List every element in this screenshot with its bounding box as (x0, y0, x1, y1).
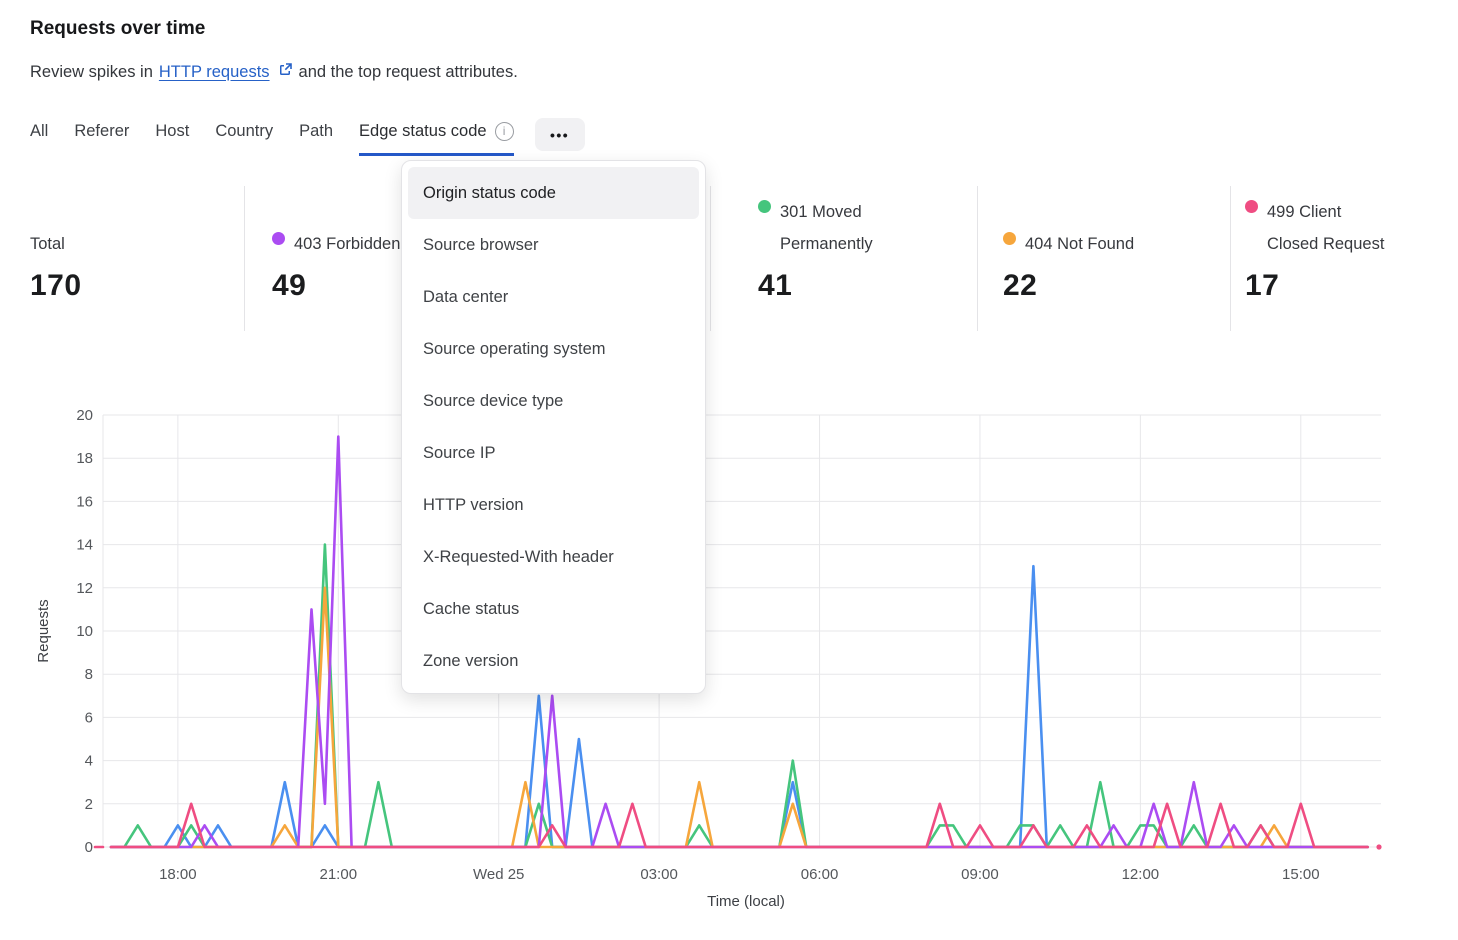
attribute-tabs: All Referer Host Country Path Edge statu… (30, 118, 585, 156)
y-tick-label: 0 (85, 839, 93, 856)
legend-dot-icon (272, 231, 285, 245)
requests-line-chart: 0 2 4 6 8 10 12 14 16 18 20 18:00 21:00 Wed 25 03:00 06… (35, 407, 1382, 910)
stat-value: 22 (1003, 269, 1038, 302)
tab-all[interactable]: All (30, 122, 49, 140)
menu-item-origin-status-code[interactable]: Origin status code (408, 167, 699, 219)
subtitle: Review spikes in HTTP requests and the t… (30, 62, 518, 82)
y-tick-label: 8 (85, 666, 93, 683)
menu-item-http-version[interactable]: HTTP version (423, 495, 524, 514)
stat-divider (710, 186, 711, 331)
menu-item-source-device-type[interactable]: Source device type (423, 391, 564, 410)
tab-edge-status-code[interactable]: Edge status code i (359, 118, 514, 156)
legend-dot-icon (758, 199, 771, 213)
http-requests-link[interactable]: HTTP requests (158, 62, 270, 81)
more-tabs-button[interactable]: ••• (534, 118, 585, 151)
y-tick-label: 6 (85, 709, 93, 726)
x-tick-label: 21:00 (320, 866, 358, 883)
x-tick-label: Wed 25 (473, 866, 524, 883)
stat-block: 403 Forbidden 49 (272, 186, 462, 303)
x-tick-label: 15:00 (1282, 866, 1320, 883)
y-tick-label: 14 (76, 537, 93, 554)
legend-dot-icon (1245, 199, 1258, 213)
y-axis-title: Requests (35, 599, 52, 662)
stat-block: 499 Client Closed Request 17 (1245, 186, 1435, 303)
external-link-icon (278, 62, 293, 82)
stat-value: 17 (1245, 269, 1280, 302)
x-axis-title: Time (local) (707, 893, 785, 910)
x-tick-label: 18:00 (159, 866, 197, 883)
subtitle-prefix: Review spikes in (30, 62, 153, 81)
stat-divider (977, 186, 978, 331)
menu-item-zone-version[interactable]: Zone version (423, 651, 519, 670)
y-tick-label: 10 (76, 623, 93, 640)
stat-label: 404 Not Found (1025, 234, 1135, 253)
menu-item-x-requested-with-header[interactable]: X-Requested-With header (423, 547, 614, 566)
series-end-dot (1376, 844, 1382, 850)
stat-block: 301 Moved Permanently 41 (758, 186, 948, 303)
legend-dot-icon (1003, 231, 1016, 245)
x-tick-label: 06:00 (801, 866, 839, 883)
y-tick-label: 18 (76, 450, 93, 467)
series-line (109, 435, 1369, 849)
x-tick-label: 12:00 (1122, 866, 1160, 883)
stat-divider (244, 186, 245, 331)
subtitle-suffix: and the top request attributes. (298, 62, 518, 81)
stat-divider (1230, 186, 1231, 331)
tab-path[interactable]: Path (299, 122, 334, 140)
info-icon[interactable]: i (494, 122, 514, 141)
stats-row: Total 170 403 Forbidden 49 301 Moved Permane… (0, 186, 1458, 336)
x-tick-label: 09:00 (961, 866, 999, 883)
stat-value: 41 (758, 269, 793, 302)
tab-country[interactable]: Country (215, 122, 274, 140)
stat-label: 301 Moved Permanently (780, 202, 873, 253)
stat-label: 403 Forbidden (294, 234, 401, 253)
stat-label: 499 Client Closed Request (1267, 202, 1385, 253)
x-tick-label: 03:00 (640, 866, 678, 883)
menu-item-source-browser[interactable]: Source browser (423, 235, 539, 254)
stat-block: Total 170 (30, 186, 230, 303)
stat-label: Total (30, 234, 65, 253)
series-line (109, 802, 1369, 849)
menu-item-source-ip[interactable]: Source IP (423, 443, 496, 462)
y-tick-label: 12 (76, 580, 93, 597)
menu-item-source-operating-system[interactable]: Source operating system (423, 339, 606, 358)
page-title: Requests over time (30, 18, 206, 39)
y-tick-label: 16 (76, 493, 93, 510)
stat-value: 49 (272, 269, 307, 302)
y-tick-label: 20 (76, 407, 93, 424)
tab-referer[interactable]: Referer (74, 122, 130, 140)
y-tick-label: 2 (85, 796, 93, 813)
y-tick-label: 4 (85, 753, 93, 770)
stat-value: 170 (30, 269, 82, 302)
menu-item-data-center[interactable]: Data center (423, 287, 509, 306)
stat-block: 404 Not Found 22 (1003, 186, 1198, 303)
menu-item-cache-status[interactable]: Cache status (423, 599, 520, 618)
tab-host[interactable]: Host (155, 122, 190, 140)
attribute-dropdown-menu: Origin status code Source browser Data cen… (401, 160, 706, 694)
